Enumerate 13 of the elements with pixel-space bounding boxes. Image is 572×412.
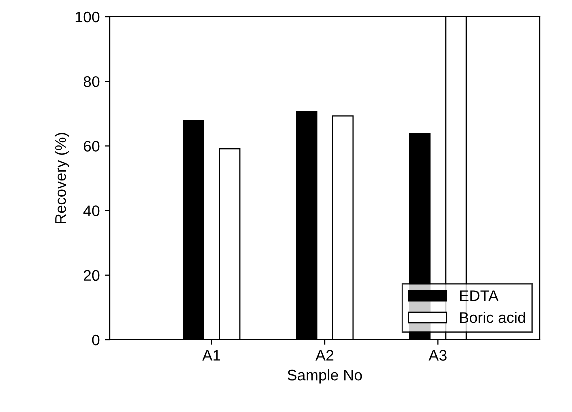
y-tick-label: 60 <box>84 141 100 152</box>
legend-label: EDTA <box>460 290 499 302</box>
y-tick-label: 20 <box>84 270 100 282</box>
y-tick-label: 0 <box>92 334 100 346</box>
y-axis-title: Recovery (%) <box>54 133 70 224</box>
legend-label: Boric acid <box>460 312 526 324</box>
y-tick-label: 40 <box>84 206 100 216</box>
x-tick-label: A1 <box>202 350 220 361</box>
x-axis-title: Sample No <box>288 370 362 384</box>
y-tick-label: 80 <box>84 76 100 88</box>
x-tick-label: A2 <box>316 350 334 361</box>
y-tick-label: 100 <box>76 12 100 23</box>
x-tick-label: A3 <box>428 350 447 361</box>
